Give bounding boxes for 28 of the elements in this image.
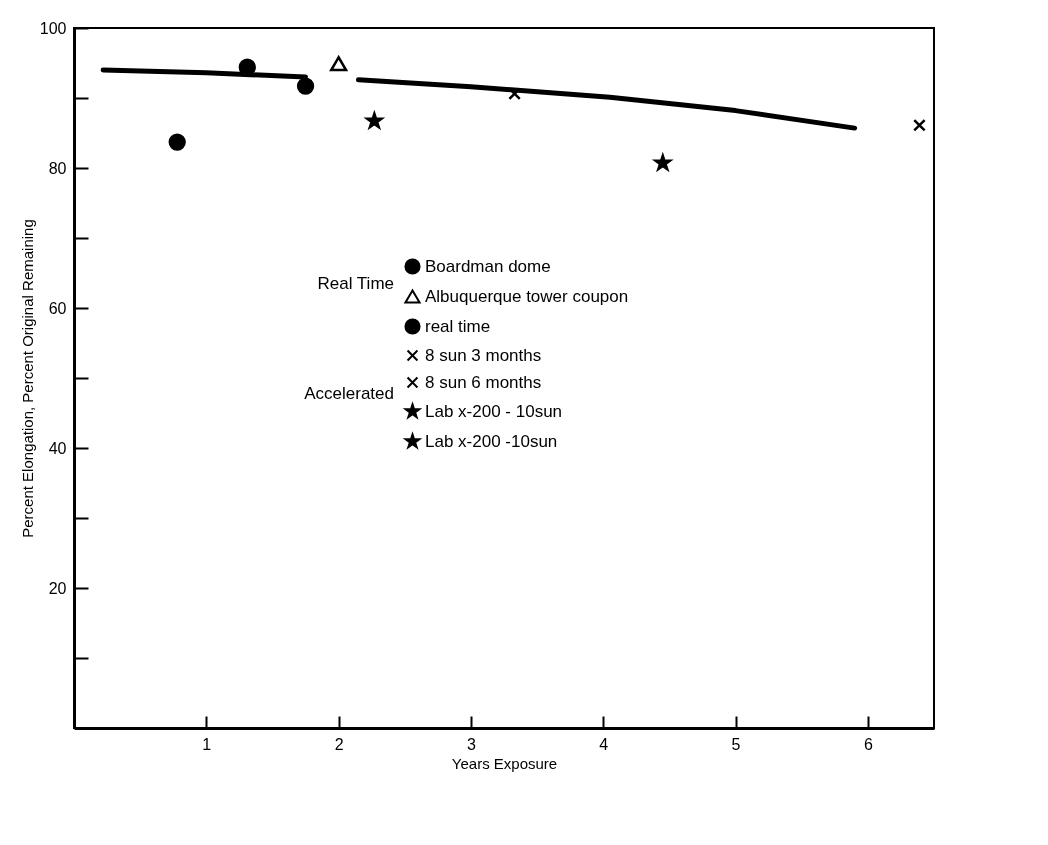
- y-tick-label: 40: [48, 439, 67, 457]
- point: [652, 152, 674, 173]
- x-tick-label: 1: [202, 735, 212, 753]
- legend-label: Boardman dome: [425, 256, 551, 276]
- point: [168, 133, 186, 151]
- legend-label: real time: [425, 316, 491, 336]
- y-tick-label: 20: [48, 579, 67, 597]
- legend-label: Lab x-200 - 10sun: [425, 401, 563, 421]
- y-tick-label: 80: [48, 159, 67, 177]
- y-tick-label: 100: [39, 19, 67, 37]
- point: [329, 56, 348, 72]
- annotation: Real Time: [317, 274, 394, 293]
- legend-label: 8 sun 3 months: [425, 345, 542, 365]
- x-tick-label: 5: [731, 735, 741, 753]
- x-tick-label: 6: [863, 735, 873, 753]
- point: [296, 77, 315, 95]
- legend-label: Albuquerque tower coupon: [425, 286, 629, 306]
- legend-label: 8 sun 6 months: [425, 372, 542, 392]
- x-tick-label: 4: [599, 735, 609, 753]
- point: [508, 87, 522, 101]
- legend-label: Lab x-200 -10sun: [425, 431, 558, 451]
- annotation: Accelerated: [304, 384, 394, 403]
- x-tick-label: 2: [334, 735, 344, 753]
- y-axis-title: Percent Elongation, Percent Original Remaining: [18, 219, 36, 538]
- point: [913, 118, 926, 132]
- x-axis-title: Years Exposure: [451, 754, 558, 772]
- x-tick-label: 3: [466, 735, 476, 753]
- y-tick-label: 60: [48, 299, 67, 317]
